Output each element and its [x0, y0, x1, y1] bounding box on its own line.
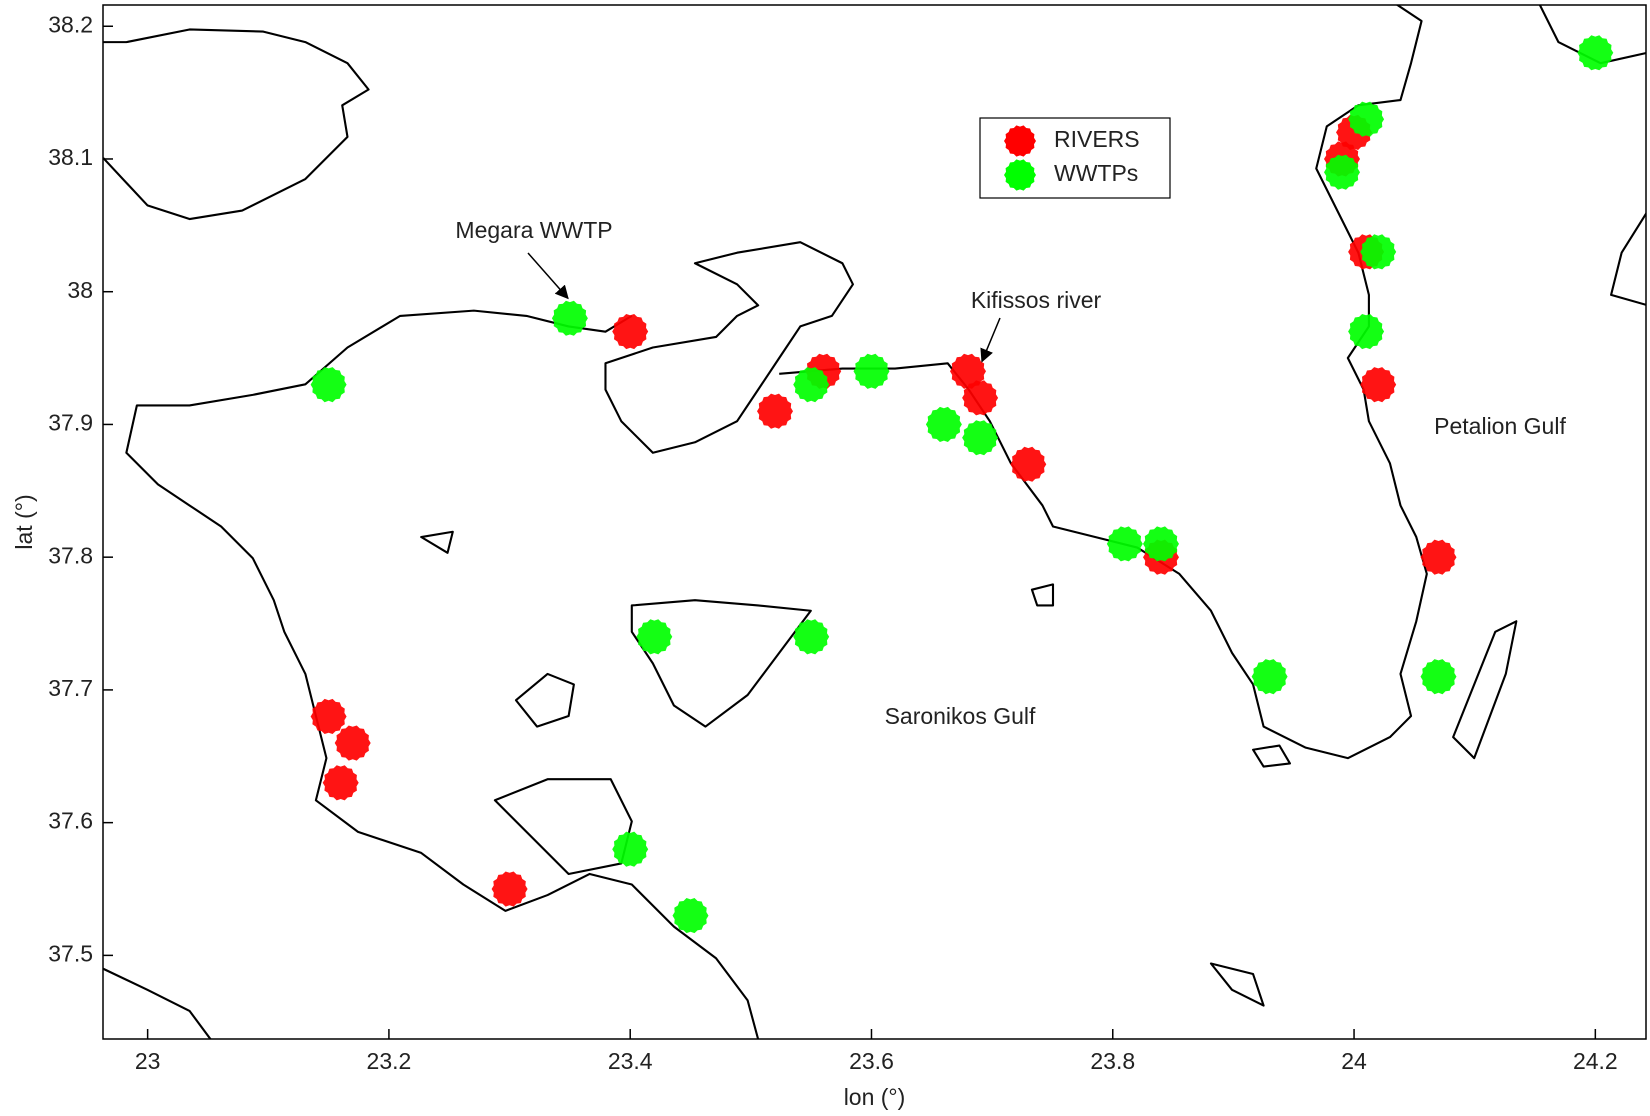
y-tick-label: 38 [67, 277, 93, 303]
y-tick-label: 37.7 [48, 675, 93, 701]
x-tick-label: 23.2 [367, 1048, 412, 1074]
marker [1577, 35, 1614, 71]
marker [853, 353, 890, 389]
marker [925, 406, 962, 442]
marker [793, 367, 830, 403]
legend-marker [1004, 125, 1036, 157]
annotation-arrow [527, 252, 569, 300]
y-tick-label: 38.1 [48, 144, 93, 170]
annotation: Kifissos river [971, 287, 1102, 313]
marker [1360, 367, 1397, 403]
annotation-arrow [980, 317, 1001, 363]
marker [950, 353, 986, 389]
x-tick-label: 23.8 [1090, 1048, 1135, 1074]
marker [551, 300, 588, 336]
marker [1420, 659, 1457, 695]
marker [962, 380, 999, 416]
annotation: Megara WWTP [455, 217, 612, 243]
legend-label: RIVERS [1054, 126, 1140, 152]
y-tick-label: 37.6 [48, 808, 93, 834]
marker [1010, 446, 1047, 482]
marker [636, 619, 673, 655]
legend-label: WWTPs [1054, 160, 1138, 186]
annotation: Saronikos Gulf [885, 703, 1036, 729]
x-tick-label: 24.2 [1573, 1048, 1618, 1074]
marker [757, 393, 793, 429]
annotation: Petalion Gulf [1434, 413, 1566, 439]
marker [672, 898, 709, 934]
marker [612, 314, 649, 350]
marker [1251, 659, 1288, 695]
marker [612, 831, 649, 867]
marker [1348, 314, 1385, 350]
marker [310, 367, 347, 403]
y-tick-label: 37.9 [48, 410, 93, 436]
x-tick-label: 23.6 [849, 1048, 894, 1074]
y-axis-label: lat (°) [11, 494, 37, 549]
coastline [103, 5, 1646, 1039]
marker [1360, 234, 1397, 270]
x-tick-label: 23.4 [608, 1048, 653, 1074]
x-axis-label: lon (°) [844, 1084, 906, 1110]
marker [793, 619, 830, 655]
plot-frame [102, 4, 1647, 1040]
y-tick-label: 38.2 [48, 11, 93, 37]
x-tick-label: 23 [135, 1048, 161, 1074]
marker [1324, 154, 1360, 190]
marker [1143, 526, 1179, 562]
marker [1420, 539, 1457, 575]
y-tick-label: 37.8 [48, 542, 93, 568]
marker [491, 871, 528, 907]
marker [1106, 526, 1143, 562]
marker [310, 698, 347, 734]
legend-marker [1004, 159, 1036, 191]
x-tick-label: 24 [1341, 1048, 1367, 1074]
y-tick-label: 37.5 [48, 940, 93, 966]
marker [1348, 101, 1385, 137]
marker [334, 725, 371, 761]
marker [322, 765, 359, 801]
marker [962, 420, 999, 456]
